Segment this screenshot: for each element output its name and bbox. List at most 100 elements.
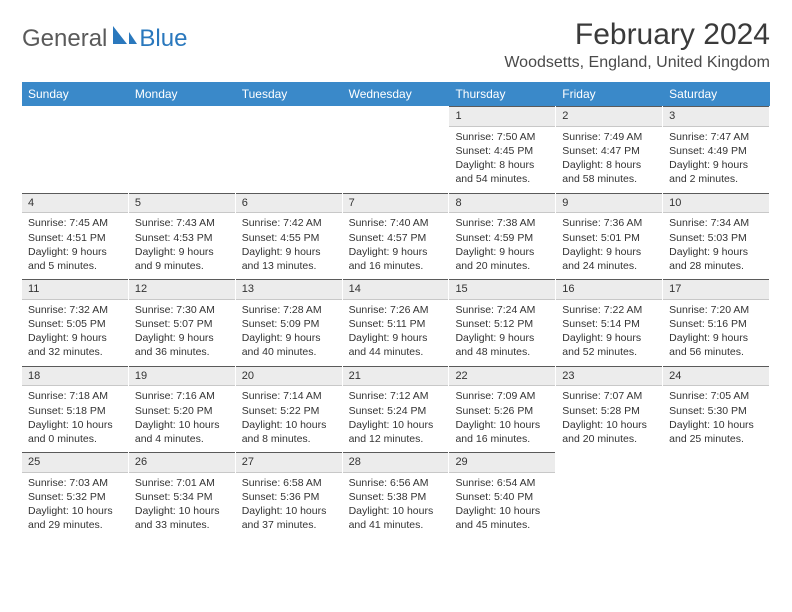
day-cell: 6Sunrise: 7:42 AMSunset: 4:55 PMDaylight… <box>236 193 343 280</box>
day-number: 14 <box>343 279 449 300</box>
day-cell: 24Sunrise: 7:05 AMSunset: 5:30 PMDayligh… <box>663 366 770 453</box>
daylight2-text: and 16 minutes. <box>455 432 549 446</box>
day-cell: 1Sunrise: 7:50 AMSunset: 4:45 PMDaylight… <box>449 106 556 193</box>
daylight2-text: and 24 minutes. <box>562 259 656 273</box>
daylight2-text: and 54 minutes. <box>455 172 549 186</box>
day-body: Sunrise: 7:47 AMSunset: 4:49 PMDaylight:… <box>663 127 769 193</box>
day-body: Sunrise: 7:03 AMSunset: 5:32 PMDaylight:… <box>22 473 128 539</box>
day-number: 15 <box>449 279 555 300</box>
week-row: 4Sunrise: 7:45 AMSunset: 4:51 PMDaylight… <box>22 193 770 280</box>
title-block: February 2024 Woodsetts, England, United… <box>504 18 770 76</box>
week-row: 25Sunrise: 7:03 AMSunset: 5:32 PMDayligh… <box>22 452 770 539</box>
sunrise-text: Sunrise: 7:42 AM <box>242 216 336 230</box>
sunrise-text: Sunrise: 7:38 AM <box>455 216 549 230</box>
sunrise-text: Sunrise: 7:16 AM <box>135 389 229 403</box>
day-number: 17 <box>663 279 769 300</box>
sunset-text: Sunset: 5:40 PM <box>455 490 549 504</box>
day-number: 25 <box>22 452 128 473</box>
daylight2-text: and 25 minutes. <box>669 432 763 446</box>
week-row: 1Sunrise: 7:50 AMSunset: 4:45 PMDaylight… <box>22 106 770 193</box>
daylight1-text: Daylight: 10 hours <box>28 418 122 432</box>
day-cell: 11Sunrise: 7:32 AMSunset: 5:05 PMDayligh… <box>22 279 129 366</box>
sunset-text: Sunset: 5:20 PM <box>135 404 229 418</box>
sunrise-text: Sunrise: 7:36 AM <box>562 216 656 230</box>
day-cell: 28Sunrise: 6:56 AMSunset: 5:38 PMDayligh… <box>343 452 450 539</box>
daylight2-text: and 28 minutes. <box>669 259 763 273</box>
daylight1-text: Daylight: 9 hours <box>349 331 443 345</box>
day-body: Sunrise: 7:34 AMSunset: 5:03 PMDaylight:… <box>663 213 769 279</box>
day-number: 22 <box>449 366 555 387</box>
week-row: 18Sunrise: 7:18 AMSunset: 5:18 PMDayligh… <box>22 366 770 453</box>
day-number: 20 <box>236 366 342 387</box>
sunrise-text: Sunrise: 7:47 AM <box>669 130 763 144</box>
day-cell: 10Sunrise: 7:34 AMSunset: 5:03 PMDayligh… <box>663 193 770 280</box>
day-cell <box>663 452 770 539</box>
daylight2-text: and 36 minutes. <box>135 345 229 359</box>
daylight2-text: and 20 minutes. <box>455 259 549 273</box>
sunset-text: Sunset: 5:18 PM <box>28 404 122 418</box>
day-number: 5 <box>129 193 235 214</box>
sunrise-text: Sunrise: 7:30 AM <box>135 303 229 317</box>
sunrise-text: Sunrise: 7:49 AM <box>562 130 656 144</box>
daylight2-text: and 5 minutes. <box>28 259 122 273</box>
day-body: Sunrise: 7:24 AMSunset: 5:12 PMDaylight:… <box>449 300 555 366</box>
daylight2-text: and 4 minutes. <box>135 432 229 446</box>
day-number: 19 <box>129 366 235 387</box>
daylight2-text: and 12 minutes. <box>349 432 443 446</box>
day-body: Sunrise: 7:38 AMSunset: 4:59 PMDaylight:… <box>449 213 555 279</box>
sunrise-text: Sunrise: 7:20 AM <box>669 303 763 317</box>
sunset-text: Sunset: 4:45 PM <box>455 144 549 158</box>
day-number: 28 <box>343 452 449 473</box>
sunset-text: Sunset: 4:59 PM <box>455 231 549 245</box>
sunset-text: Sunset: 5:28 PM <box>562 404 656 418</box>
day-cell: 7Sunrise: 7:40 AMSunset: 4:57 PMDaylight… <box>343 193 450 280</box>
day-cell: 21Sunrise: 7:12 AMSunset: 5:24 PMDayligh… <box>343 366 450 453</box>
daylight1-text: Daylight: 10 hours <box>455 418 549 432</box>
sunrise-text: Sunrise: 7:43 AM <box>135 216 229 230</box>
day-body: Sunrise: 6:54 AMSunset: 5:40 PMDaylight:… <box>449 473 555 539</box>
day-body: Sunrise: 7:42 AMSunset: 4:55 PMDaylight:… <box>236 213 342 279</box>
sunset-text: Sunset: 5:38 PM <box>349 490 443 504</box>
brand-logo: General Blue <box>22 24 187 53</box>
daylight2-text: and 13 minutes. <box>242 259 336 273</box>
daylight1-text: Daylight: 10 hours <box>242 504 336 518</box>
day-number: 10 <box>663 193 769 214</box>
day-body: Sunrise: 7:43 AMSunset: 4:53 PMDaylight:… <box>129 213 235 279</box>
sunset-text: Sunset: 5:22 PM <box>242 404 336 418</box>
day-header-row: SundayMondayTuesdayWednesdayThursdayFrid… <box>22 82 770 106</box>
daylight2-text: and 20 minutes. <box>562 432 656 446</box>
day-cell: 17Sunrise: 7:20 AMSunset: 5:16 PMDayligh… <box>663 279 770 366</box>
day-cell: 22Sunrise: 7:09 AMSunset: 5:26 PMDayligh… <box>449 366 556 453</box>
day-cell: 12Sunrise: 7:30 AMSunset: 5:07 PMDayligh… <box>129 279 236 366</box>
sunset-text: Sunset: 5:16 PM <box>669 317 763 331</box>
daylight1-text: Daylight: 10 hours <box>349 418 443 432</box>
sunset-text: Sunset: 5:11 PM <box>349 317 443 331</box>
daylight1-text: Daylight: 9 hours <box>28 245 122 259</box>
day-body: Sunrise: 7:22 AMSunset: 5:14 PMDaylight:… <box>556 300 662 366</box>
sunrise-text: Sunrise: 7:07 AM <box>562 389 656 403</box>
day-number: 8 <box>449 193 555 214</box>
sunrise-text: Sunrise: 6:58 AM <box>242 476 336 490</box>
sunrise-text: Sunrise: 7:14 AM <box>242 389 336 403</box>
daylight1-text: Daylight: 9 hours <box>455 245 549 259</box>
daylight1-text: Daylight: 10 hours <box>669 418 763 432</box>
day-cell: 9Sunrise: 7:36 AMSunset: 5:01 PMDaylight… <box>556 193 663 280</box>
day-number: 9 <box>556 193 662 214</box>
day-header-cell: Friday <box>556 82 663 106</box>
daylight1-text: Daylight: 9 hours <box>135 331 229 345</box>
sunrise-text: Sunrise: 7:01 AM <box>135 476 229 490</box>
sunset-text: Sunset: 4:57 PM <box>349 231 443 245</box>
sunrise-text: Sunrise: 7:03 AM <box>28 476 122 490</box>
day-number: 23 <box>556 366 662 387</box>
day-cell: 29Sunrise: 6:54 AMSunset: 5:40 PMDayligh… <box>449 452 556 539</box>
daylight1-text: Daylight: 10 hours <box>135 418 229 432</box>
sunrise-text: Sunrise: 7:22 AM <box>562 303 656 317</box>
sunrise-text: Sunrise: 7:32 AM <box>28 303 122 317</box>
day-cell: 4Sunrise: 7:45 AMSunset: 4:51 PMDaylight… <box>22 193 129 280</box>
weeks-container: 1Sunrise: 7:50 AMSunset: 4:45 PMDaylight… <box>22 106 770 539</box>
day-cell: 2Sunrise: 7:49 AMSunset: 4:47 PMDaylight… <box>556 106 663 193</box>
daylight2-text: and 44 minutes. <box>349 345 443 359</box>
sunset-text: Sunset: 5:01 PM <box>562 231 656 245</box>
day-header-cell: Sunday <box>22 82 129 106</box>
day-cell <box>343 106 450 193</box>
